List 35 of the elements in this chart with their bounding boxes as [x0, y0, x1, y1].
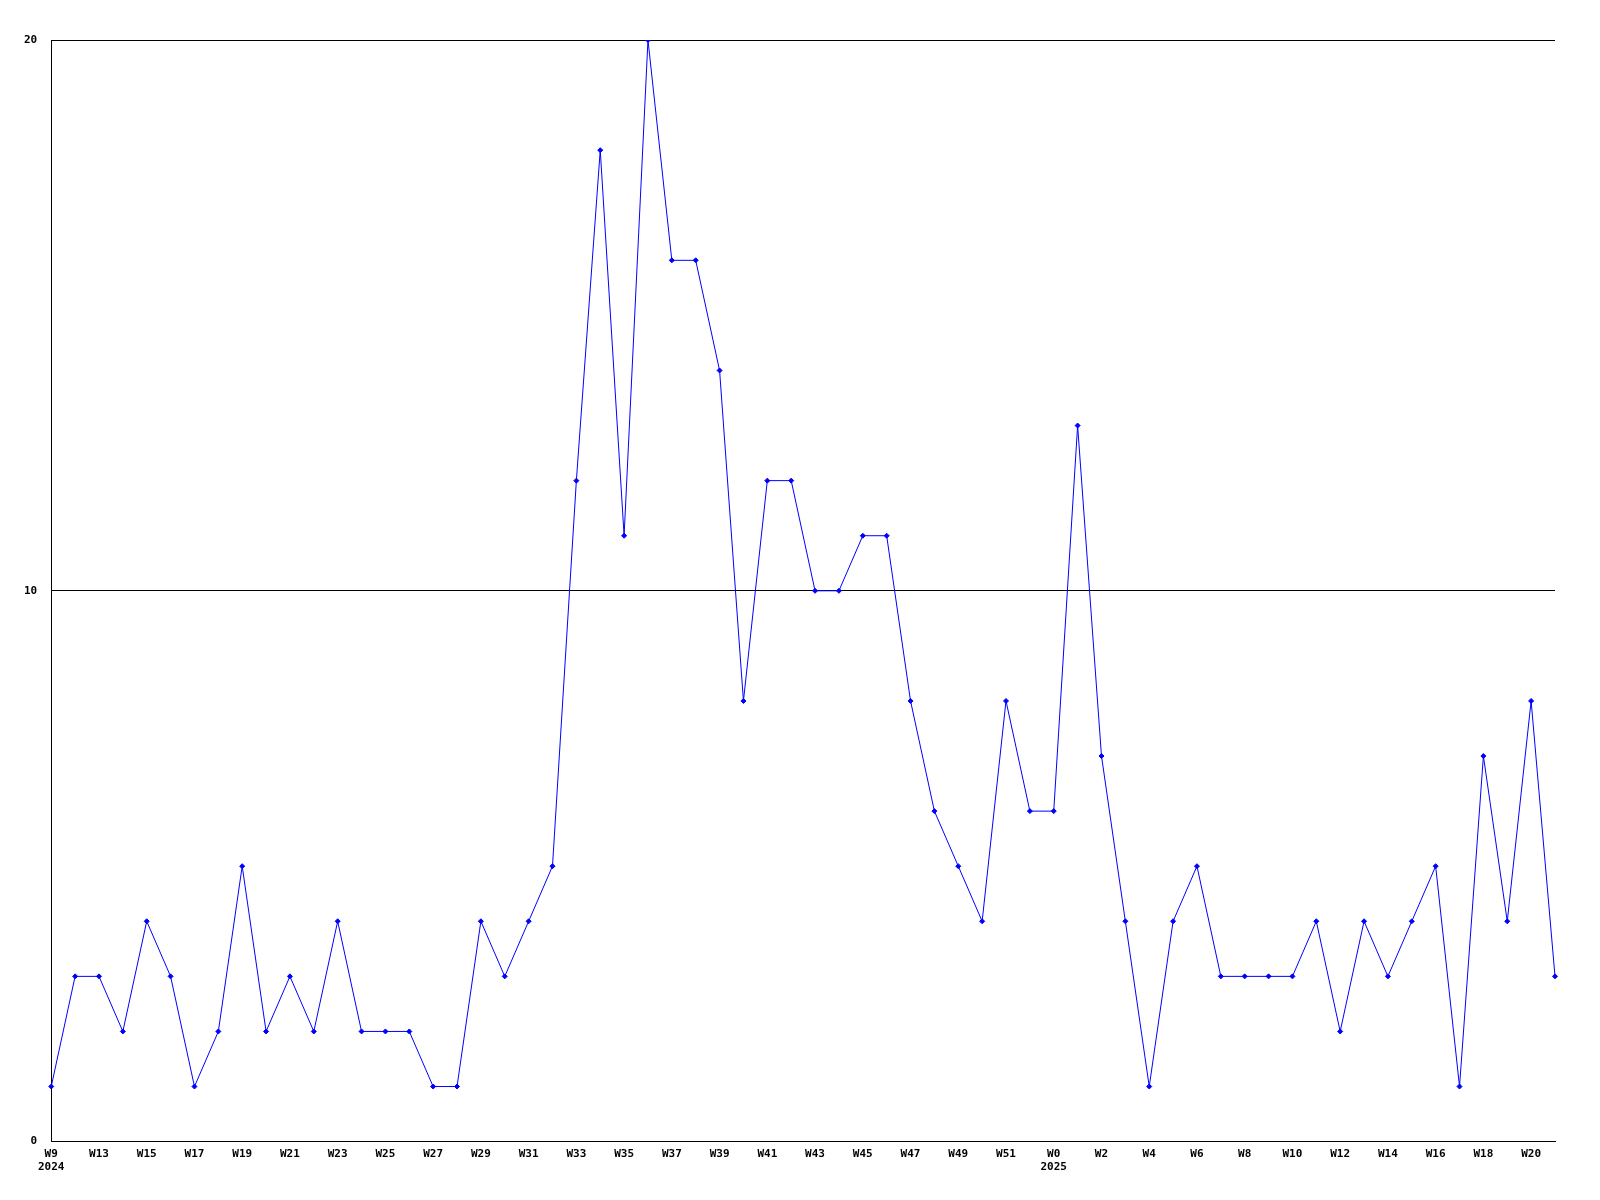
x-tick-label: W18: [1473, 1147, 1494, 1161]
x-tick-label: W23: [327, 1147, 348, 1161]
x-tick-label: W25: [375, 1147, 396, 1161]
x-tick-label: W4: [1142, 1147, 1157, 1161]
x-tick-label: W10: [1282, 1147, 1303, 1161]
x-tick-label: W20: [1521, 1147, 1542, 1161]
x-tick-label: W0 2025: [1040, 1147, 1067, 1174]
x-tick-label: W17: [184, 1147, 205, 1161]
x-tick-label: W29: [470, 1147, 491, 1161]
x-tick-label: W8: [1238, 1147, 1252, 1161]
x-tick-label: W43: [805, 1147, 825, 1161]
x-tick-label: W15: [136, 1147, 157, 1161]
x-tick-label: W13: [89, 1147, 109, 1161]
x-tick-label: W14: [1377, 1147, 1399, 1161]
x-tick-label: W21: [280, 1147, 301, 1161]
x-tick-label: W49: [948, 1147, 969, 1161]
x-tick-label: W27: [423, 1147, 444, 1161]
x-tick-label: W45: [852, 1147, 873, 1161]
x-tick-label: W19: [232, 1147, 253, 1161]
y-tick-label: 10: [24, 583, 38, 597]
x-tick-label: W12: [1330, 1147, 1351, 1161]
x-tick-label: W41: [757, 1147, 778, 1161]
x-tick-label: W6: [1190, 1147, 1204, 1161]
x-tick-label: W47: [900, 1147, 921, 1161]
x-tick-label: W2: [1094, 1147, 1109, 1161]
x-tick-label: W9 2024: [38, 1147, 65, 1174]
x-tick-label: W16: [1425, 1147, 1446, 1161]
y-tick-label: 20: [24, 32, 38, 46]
x-tick-label: W31: [518, 1147, 539, 1161]
x-tick-label: W37: [661, 1147, 682, 1161]
x-tick-label: W35: [614, 1147, 635, 1161]
x-tick-label: W51: [996, 1147, 1017, 1161]
x-tick-label: W39: [709, 1147, 730, 1161]
y-tick-label: 0: [30, 1134, 38, 1148]
x-tick-label: W33: [566, 1147, 587, 1161]
